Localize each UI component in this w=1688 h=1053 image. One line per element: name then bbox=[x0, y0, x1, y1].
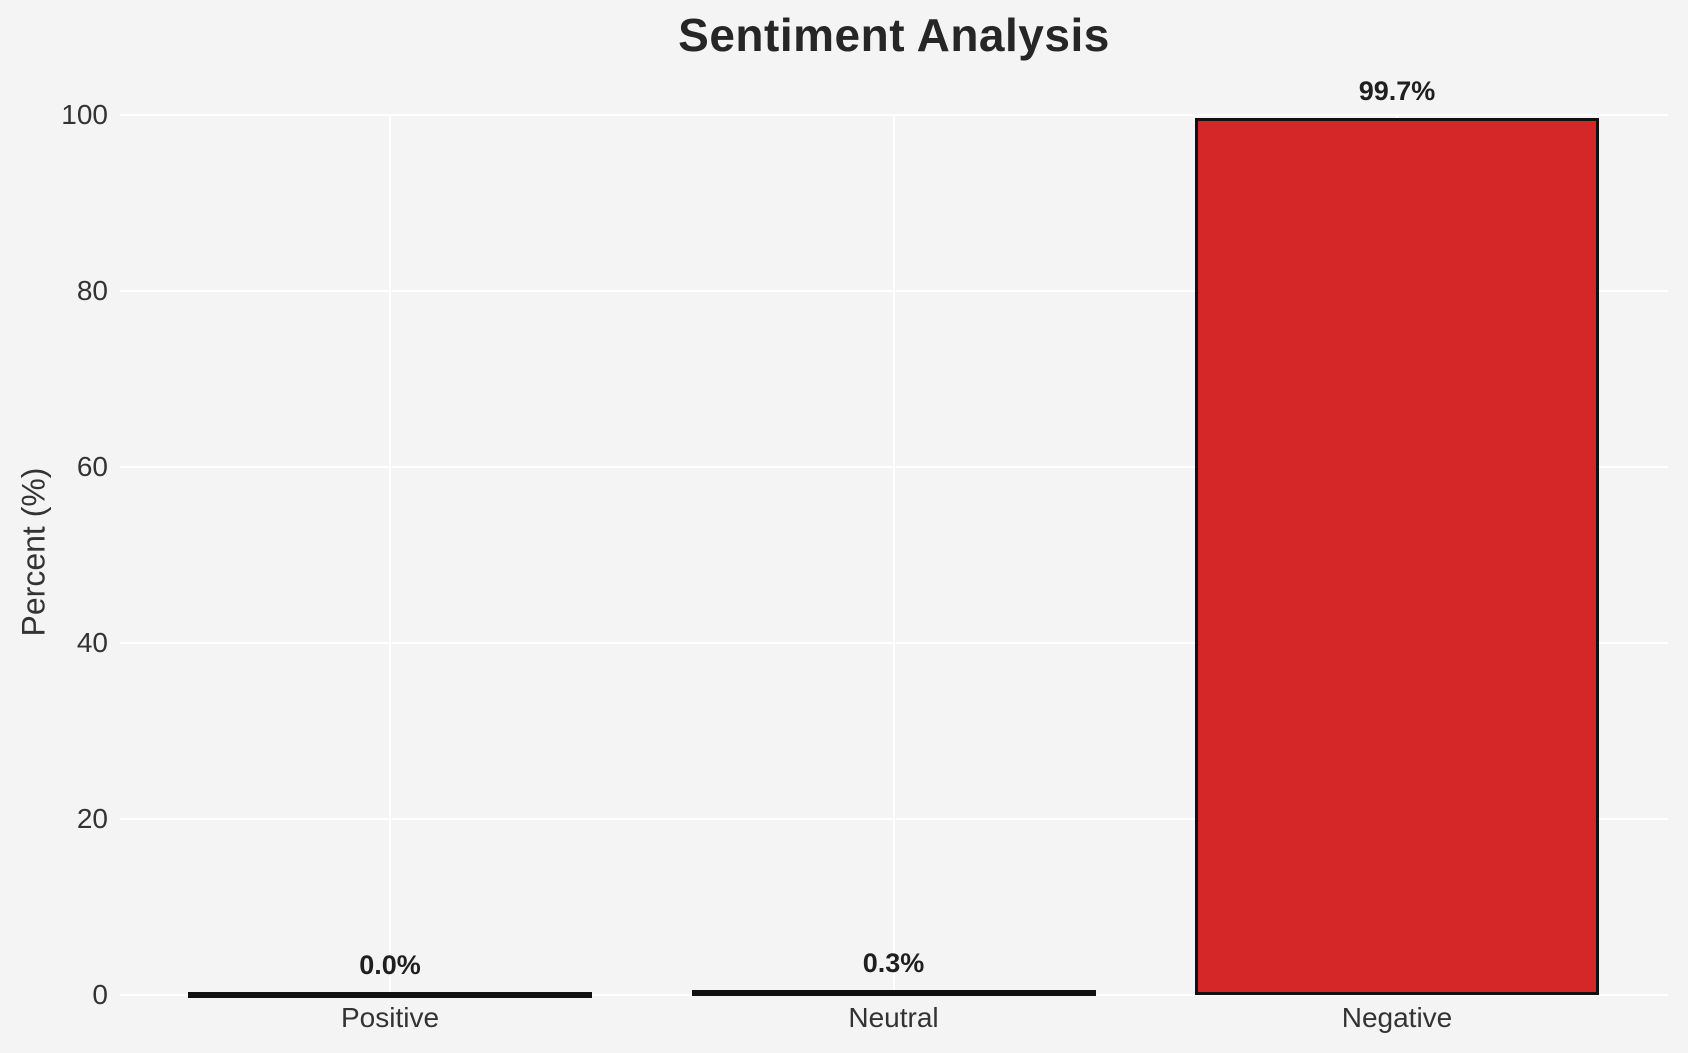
x-category-label: Neutral bbox=[848, 1002, 939, 1033]
y-tick-label: 60 bbox=[76, 451, 108, 482]
v-gridline bbox=[389, 115, 391, 995]
bar-value-label: 0.0% bbox=[359, 950, 421, 980]
v-gridline bbox=[892, 115, 895, 995]
bar-positive bbox=[188, 992, 592, 998]
y-tick-label: 100 bbox=[61, 99, 108, 130]
y-tick-label: 80 bbox=[76, 275, 108, 306]
bar-neutral bbox=[691, 989, 1096, 996]
y-tick-label: 20 bbox=[76, 803, 108, 834]
bar-negative bbox=[1195, 117, 1599, 995]
y-tick-label: 40 bbox=[76, 627, 108, 658]
bar-value-label: 99.7% bbox=[1358, 75, 1436, 106]
chart-title: Sentiment Analysis bbox=[678, 9, 1110, 61]
x-category-label: Positive bbox=[340, 1002, 440, 1033]
y-axis-label: Percent (%) bbox=[15, 467, 52, 637]
bar-value-label: 0.3% bbox=[862, 947, 925, 978]
y-tick-label: 0 bbox=[92, 979, 108, 1010]
x-category-label: Negative bbox=[1341, 1002, 1453, 1033]
